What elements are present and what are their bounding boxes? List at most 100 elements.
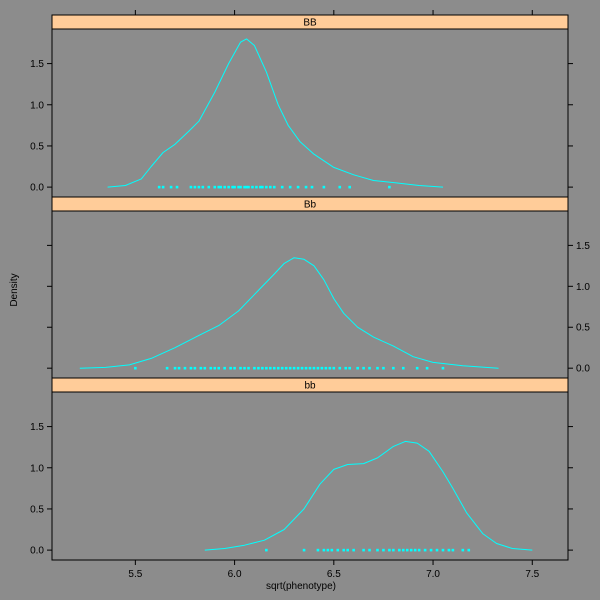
data-point	[239, 185, 242, 189]
data-point	[199, 366, 203, 370]
data-point	[382, 366, 385, 370]
data-point	[447, 548, 451, 552]
data-point	[203, 366, 207, 370]
data-point	[233, 185, 236, 189]
data-point	[251, 185, 254, 189]
data-point	[265, 366, 268, 370]
data-point	[336, 548, 340, 552]
panel-strip-label: Bb	[304, 200, 317, 211]
data-point	[288, 185, 292, 189]
data-point	[161, 185, 165, 189]
data-point	[296, 185, 300, 189]
data-point	[352, 548, 355, 552]
y-tick-label: 1.0	[576, 282, 590, 293]
data-point	[165, 366, 169, 370]
data-point	[332, 366, 336, 370]
data-point	[201, 185, 205, 189]
x-axis-title: sqrt(phenotype)	[266, 581, 336, 592]
data-point	[362, 548, 365, 552]
data-point	[213, 366, 217, 370]
x-tick-label: 5.5	[128, 569, 142, 580]
data-point	[405, 548, 409, 552]
y-tick-label: 1.5	[576, 241, 590, 252]
data-point	[348, 185, 351, 189]
data-point	[451, 548, 455, 552]
data-point	[245, 185, 248, 189]
y-tick-label: 1.5	[30, 422, 44, 433]
data-point	[213, 185, 217, 189]
panel-BB: BB 0.0 0.5 1.0 1.5	[30, 14, 573, 198]
data-point	[302, 548, 306, 552]
data-point	[197, 185, 201, 189]
data-point	[368, 366, 371, 370]
data-point	[322, 185, 326, 189]
data-point	[401, 548, 405, 552]
data-point	[265, 185, 268, 189]
panels: BB 0.0 0.5 1.0 1.5 Bb 0.0 0.5 1.0 1.5 bb 0.0 0.5 1.0 1…	[30, 14, 590, 561]
data-point	[280, 366, 284, 370]
density-curve-bb	[204, 440, 533, 551]
data-point	[175, 185, 179, 189]
data-point	[247, 366, 250, 370]
data-point	[189, 185, 193, 189]
y-tick-label: 0.0	[30, 546, 44, 557]
data-point	[392, 366, 395, 370]
data-point	[157, 185, 161, 189]
data-point	[356, 366, 359, 370]
panel-strip-label: bb	[304, 381, 316, 392]
data-point	[348, 366, 351, 370]
data-point	[435, 548, 439, 552]
data-point	[134, 366, 137, 370]
data-point	[276, 366, 280, 370]
y-tick-label: 0.0	[30, 183, 44, 194]
x-tick-label: 7.5	[525, 569, 539, 580]
data-point	[316, 366, 320, 370]
data-point	[233, 366, 236, 370]
data-point	[429, 548, 433, 552]
panel-bb: bb 0.0 0.5 1.0 1.5	[30, 377, 573, 561]
data-point	[425, 366, 429, 370]
data-point	[338, 366, 342, 370]
data-point	[423, 548, 427, 552]
data-point	[272, 185, 276, 189]
y-tick-label: 1.5	[30, 59, 44, 70]
data-point	[219, 185, 222, 189]
data-point	[207, 185, 211, 189]
data-point	[231, 185, 234, 189]
data-point	[193, 366, 197, 370]
data-point	[413, 548, 417, 552]
data-point	[316, 548, 320, 552]
data-point	[189, 366, 193, 370]
data-point	[227, 185, 230, 189]
y-tick-label: 0.5	[30, 504, 44, 515]
data-point	[388, 185, 391, 189]
data-point	[322, 548, 326, 552]
data-point	[253, 366, 256, 370]
data-point	[177, 366, 181, 370]
data-point	[300, 366, 304, 370]
data-point	[193, 185, 197, 189]
data-point	[330, 548, 334, 552]
data-point	[338, 185, 342, 189]
data-point	[392, 548, 395, 552]
data-point	[261, 185, 264, 189]
data-point	[209, 366, 213, 370]
data-point	[417, 548, 421, 552]
data-point	[223, 366, 226, 370]
panel-frame	[51, 210, 569, 379]
data-point	[398, 548, 401, 552]
data-point	[368, 548, 371, 552]
data-point	[269, 366, 272, 370]
data-point	[304, 366, 308, 370]
data-point	[326, 548, 330, 552]
data-point	[310, 185, 314, 189]
data-point	[259, 185, 262, 189]
data-point	[257, 366, 260, 370]
data-point	[265, 548, 268, 552]
x-tick-label: 7.0	[426, 569, 440, 580]
density-curve-BB	[107, 38, 444, 188]
data-point	[183, 366, 187, 370]
data-point	[288, 366, 292, 370]
panel-strip-label: BB	[303, 18, 317, 29]
